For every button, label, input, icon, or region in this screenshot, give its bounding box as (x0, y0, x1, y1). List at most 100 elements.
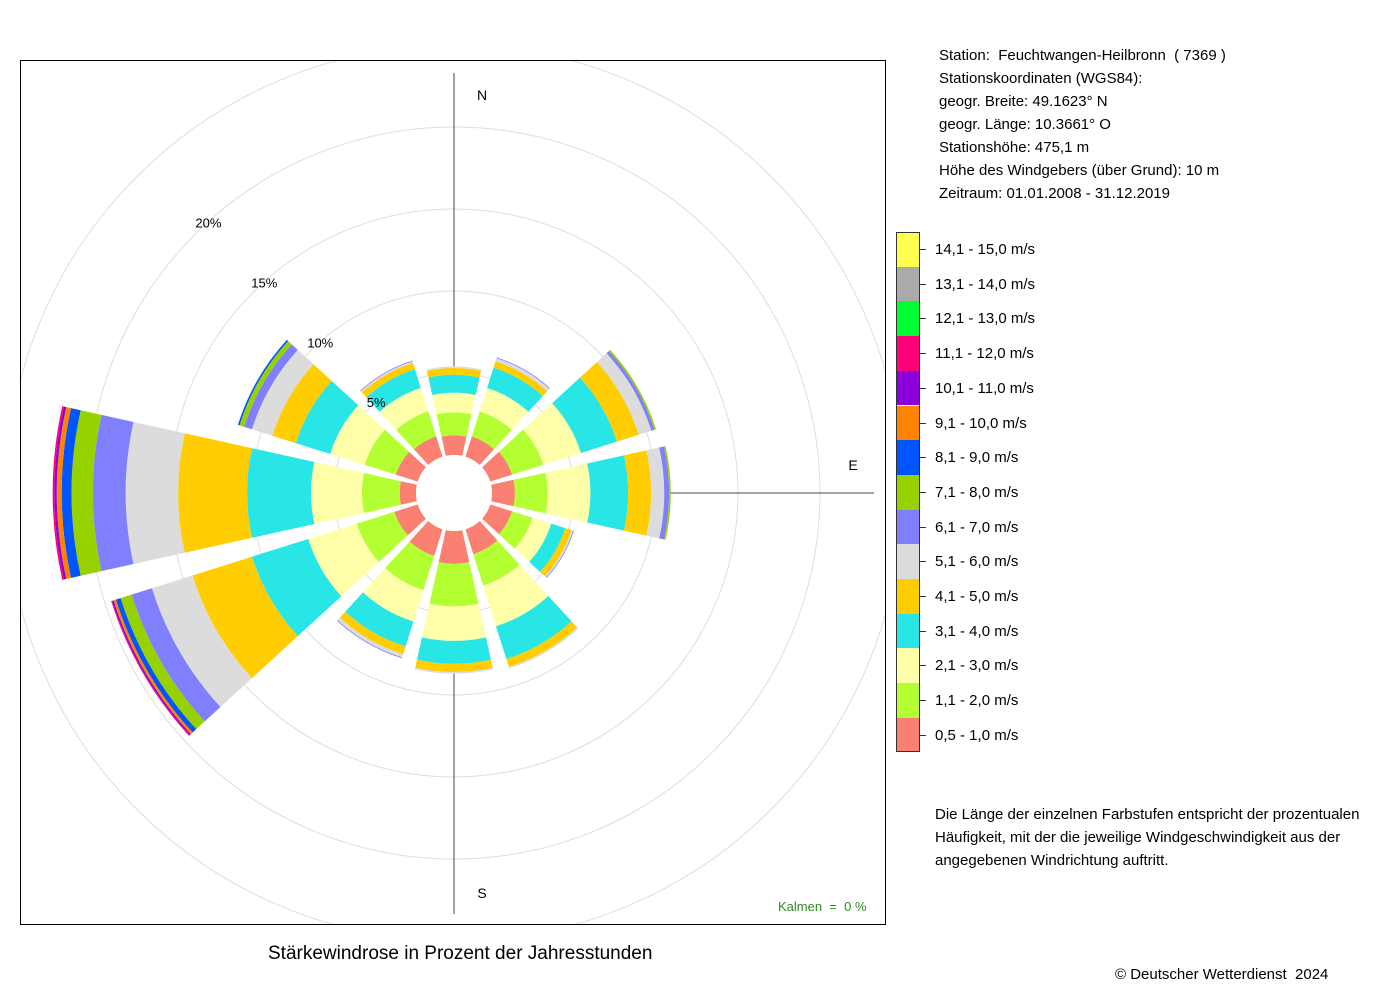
sector-240-class-6 (151, 575, 252, 708)
legend-item: 8,1 - 9,0 m/s (896, 440, 1096, 475)
sector-120-class-4 (529, 523, 566, 572)
legend-label: 2,1 - 3,0 m/s (935, 657, 1019, 675)
sector-210-class-3 (362, 568, 424, 622)
compass-east-label: E (848, 457, 857, 473)
legend-swatch (896, 717, 920, 753)
legend-tick (920, 665, 926, 667)
legend-item: 7,1 - 8,0 m/s (896, 474, 1096, 510)
sector-240-class-8 (120, 594, 205, 730)
sector-270-class-6 (125, 421, 185, 565)
sector-300-class-1 (395, 451, 426, 482)
sector-270-class-5 (178, 433, 252, 553)
legend-item: 12,1 - 13,0 m/s (896, 301, 1096, 337)
sector-300-class-2 (364, 429, 410, 475)
note-line: Häufigkeit, mit der die jeweilige Windge… (935, 829, 1341, 846)
legend-swatch (896, 232, 920, 267)
time-period: Zeitraum: 01.01.2008 - 31.12.2019 (939, 185, 1170, 202)
anemometer-height: Höhe des Windgebers (über Grund): 10 m (939, 162, 1220, 179)
legend-label: 1,1 - 2,0 m/s (935, 692, 1019, 710)
legend-swatch (896, 405, 920, 441)
sector-30-class-2 (471, 411, 512, 450)
legend-tick (920, 526, 926, 528)
legend-label: 6,1 - 7,0 m/s (935, 518, 1019, 536)
legend-swatch (896, 579, 920, 614)
sector-90-class-7 (659, 446, 670, 540)
legend-label: 0,5 - 1,0 m/s (935, 726, 1019, 744)
sector-90-class-1 (491, 479, 515, 507)
sector-330-class-4 (366, 369, 421, 412)
legend-item: 0,5 - 1,0 m/s (896, 717, 1096, 753)
legend-label: 8,1 - 9,0 m/s (935, 449, 1019, 467)
sector-240-class-9 (115, 598, 197, 733)
sector-300-class-4 (295, 380, 359, 454)
sector-270-class-9 (61, 408, 81, 578)
sector-330-class-2 (396, 411, 437, 450)
legend-tick (920, 249, 926, 250)
sector-270-class-2 (361, 473, 401, 513)
sector-300-class-6 (251, 349, 314, 436)
note-line: angegebenen Windrichtung auftritt. (935, 852, 1169, 869)
legend-item: 14,1 - 15,0 m/s (896, 232, 1096, 267)
sector-270-class-3 (311, 462, 365, 524)
sector-S-class-3 (421, 603, 487, 641)
sector-300-class-7 (244, 344, 298, 430)
sector-270-class-1 (399, 481, 417, 505)
legend-swatch (896, 648, 920, 684)
sector-120-class-6 (544, 530, 574, 578)
sector-90-class-5 (623, 450, 652, 536)
ring-label-10: 10% (307, 335, 333, 350)
legend-tick (920, 734, 926, 736)
legend-item: 10,1 - 11,0 m/s (896, 370, 1096, 406)
sector-270-class-8 (71, 410, 102, 576)
sector-210-class-1 (409, 521, 443, 556)
legend-label: 4,1 - 5,0 m/s (935, 588, 1019, 605)
rose-center (416, 455, 492, 531)
legend-swatch (896, 301, 920, 337)
sector-150-class-4 (496, 595, 572, 660)
sector-150-class-5 (506, 621, 578, 667)
sector-60-class-6 (596, 353, 652, 435)
sector-120-class-5 (540, 528, 572, 577)
sector-N-class-3 (432, 392, 476, 415)
sector-120-class-2 (498, 511, 533, 549)
compass-north-label: N (477, 87, 487, 103)
legend-label: 5,1 - 6,0 m/s (935, 553, 1019, 571)
legend-item: 2,1 - 3,0 m/s (896, 648, 1096, 684)
station-elevation: Stationshöhe: 475,1 m (939, 139, 1090, 156)
sector-240-class-5 (192, 556, 298, 679)
sector-120-class-3 (514, 517, 552, 562)
sector-210-class-6 (337, 617, 404, 658)
sector-270-class-4 (247, 448, 315, 538)
sector-60-class-2 (498, 429, 544, 475)
legend-label: 12,1 - 13,0 m/s (935, 310, 1036, 328)
sector-90-class-4 (587, 455, 629, 531)
sector-S-class-4 (417, 637, 491, 664)
legend-item: 4,1 - 5,0 m/s (896, 579, 1096, 614)
legend-label: 9,1 - 10,0 m/s (935, 414, 1027, 432)
sector-90-class-8 (664, 446, 671, 540)
sector-270-class-10 (56, 407, 72, 579)
legend-label: 14,1 - 15,0 m/s (935, 241, 1036, 258)
sector-N-class-2 (436, 412, 472, 437)
sector-240-class-3 (308, 523, 379, 597)
legend-tick (920, 283, 926, 285)
sector-60-class-1 (482, 451, 513, 482)
sector-30-class-6 (495, 358, 550, 392)
legend-label: 10,1 - 11,0 m/s (935, 379, 1034, 397)
legend-tick (920, 422, 926, 424)
sector-30-class-3 (479, 387, 529, 430)
legend-item: 9,1 - 10,0 m/s (896, 405, 1096, 441)
sector-270-class-7 (92, 414, 134, 572)
sector-240-class-2 (356, 511, 408, 562)
sector-300-class-5 (272, 364, 332, 444)
station-info: Station: Feuchtwangen-Heilbronn ( 7369 )… (939, 44, 1226, 205)
ring-label-15: 15% (251, 275, 277, 290)
legend-label: 13,1 - 14,0 m/s (935, 275, 1036, 293)
legend-item: 5,1 - 6,0 m/s (896, 544, 1096, 579)
explanation-note: Die Länge der einzelnen Farbstufen entsp… (935, 803, 1395, 872)
legend-tick (920, 561, 926, 563)
legend-tick (920, 457, 926, 459)
sector-S-class-6 (414, 667, 494, 674)
sector-150-class-2 (473, 540, 520, 586)
sector-60-class-7 (606, 350, 655, 431)
